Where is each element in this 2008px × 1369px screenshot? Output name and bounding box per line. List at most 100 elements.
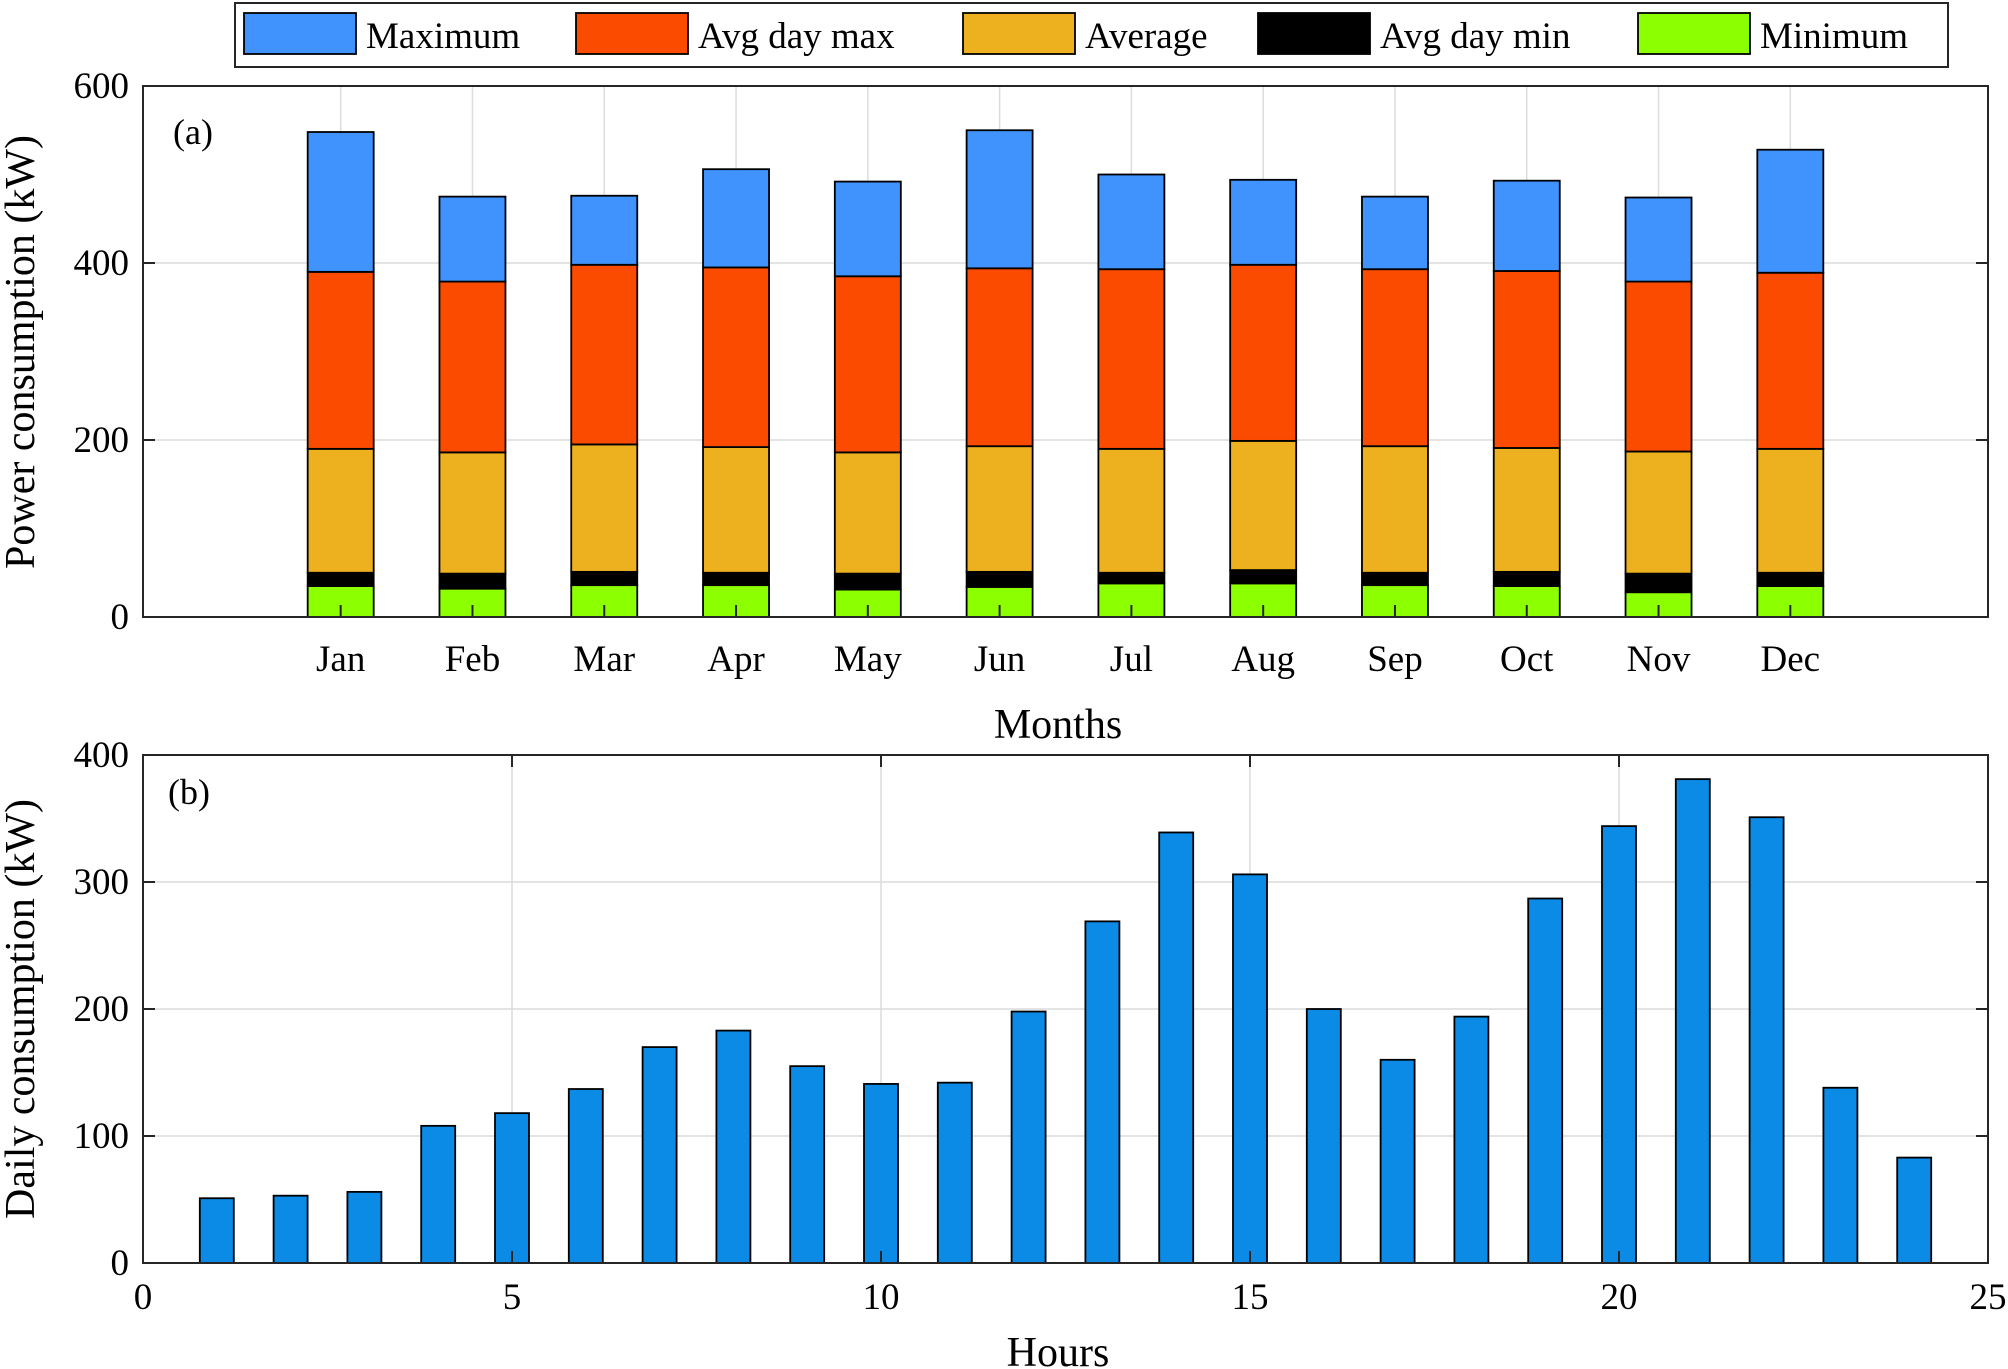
bar-apr-avg-day-max [702,266,770,448]
bar-mar-avg-day-max [570,263,639,446]
panel-b-y-tick-label-0: 0 [111,1243,130,1284]
bar-jan-maximum [306,131,375,273]
bar-hour-14 [1158,831,1195,1264]
panel-b-x-tick-label-10: 10 [863,1277,900,1318]
bar-hour-22 [1748,816,1785,1264]
bar-sep-avg-day-max [1361,268,1429,448]
bar-jun-maximum [965,129,1034,270]
panel-b-bars [198,778,1933,1264]
bar-hour-19 [1527,897,1564,1264]
bar-sep-average [1361,445,1429,574]
panel-a-plot-background [143,86,1988,617]
bar-aug-avg-day-max [1229,263,1298,442]
panel-b-label: (b) [168,772,210,812]
panel-a-x-tick-label-sep: Sep [1367,639,1423,680]
bar-jul-average [1097,447,1166,574]
legend-label-maximum: Maximum [366,16,520,57]
panel-a-x-ticks: Jan Feb Mar Apr May Jun Jul Aug Sep Oct Nov Dec [316,605,1820,680]
panel-a-x-tick-label-apr: Apr [707,639,765,680]
legend-swatch-average [962,12,1076,55]
bar-oct-maximum [1492,179,1561,272]
bar-oct-avg-day-min [1492,570,1561,587]
panel-a-y-tick-label-400: 400 [74,243,130,284]
panel-b-y-tick-label-400: 400 [74,735,130,776]
bar-hour-23 [1822,1086,1859,1264]
bar-jan-avg-day-min [306,571,375,587]
bar-feb-avg-day-min [438,572,507,590]
panel-a-y-tick-label-0: 0 [111,597,130,638]
bar-dec-avg-day-min [1756,571,1825,587]
bar-jun-avg-day-max [965,267,1034,448]
bar-aug-maximum [1229,178,1298,266]
panel-a-x-tick-label-feb: Feb [445,639,501,680]
bar-jul-avg-day-max [1097,268,1166,450]
panel-a-x-tick-label-jul: Jul [1110,639,1153,680]
bar-aug-average [1229,439,1298,571]
bar-hour-16 [1305,1008,1342,1264]
legend-swatch-avg-day-max [575,12,689,55]
bar-jul-maximum [1097,173,1166,271]
panel-a-x-tick-label-jan: Jan [316,639,365,680]
bar-jun-average [965,445,1034,573]
panel-a-x-tick-label-aug: Aug [1231,639,1295,680]
bar-oct-average [1492,447,1561,573]
bar-oct-avg-day-max [1492,270,1561,449]
bar-hour-18 [1453,1015,1490,1264]
panel-a-y-axis-label: Power consumption (kW) [0,135,44,569]
panel-a-x-axis-label: Months [994,702,1122,748]
legend-label-minimum: Minimum [1760,16,1908,57]
bar-hour-21 [1674,778,1711,1264]
legend-swatch-minimum [1637,12,1751,55]
panel-a-x-tick-label-nov: Nov [1627,639,1691,680]
bar-feb-maximum [438,195,507,283]
panel-a-label: (a) [173,112,213,152]
panel-b-y-tick-label-300: 300 [74,862,130,903]
bar-hour-3 [346,1190,383,1264]
bar-hour-8 [715,1029,752,1264]
bar-mar-maximum [570,194,639,266]
bar-feb-average [438,451,507,575]
panel-a-x-tick-label-may: May [834,639,902,680]
bar-nov-maximum [1624,196,1693,283]
bar-apr-avg-day-min [702,571,770,587]
panel-a-y-tick-label-600: 600 [74,66,130,107]
panel-b-x-tick-label-20: 20 [1601,1277,1638,1318]
bar-mar-average [570,443,639,573]
panel-b-y-ticks: 0 100 200 300 400 [74,735,1988,1284]
bar-jan-average [306,447,375,574]
panel-b-x-ticks: 0 5 10 15 20 25 [134,755,2007,1318]
bar-nov-avg-day-max [1624,280,1693,453]
panel-b-x-tick-label-0: 0 [134,1277,153,1318]
bar-hour-5 [494,1112,530,1264]
panel-a-x-tick-label-dec: Dec [1761,639,1821,680]
legend-swatch-maximum [243,12,357,55]
panel-a-x-tick-label-mar: Mar [573,639,635,680]
panel-a-axes-box [142,85,1989,618]
bar-hour-2 [272,1194,309,1264]
bar-feb-avg-day-max [438,280,507,454]
bar-may-avg-day-max [833,275,902,454]
bar-hour-20 [1601,825,1637,1264]
legend-label-average: Average [1085,16,1208,57]
panel-a-x-tick-label-jun: Jun [974,639,1025,680]
legend-label-avg-day-min: Avg day min [1380,16,1570,57]
bar-hour-1 [198,1197,235,1264]
bar-jul-avg-day-min [1097,571,1166,585]
bar-may-average [833,451,902,575]
bar-dec-maximum [1756,148,1825,274]
legend-items: Maximum Avg day max Average Avg day min Mini… [243,12,1908,57]
panel-b-x-axis-label: Hours [1007,1330,1110,1369]
bar-dec-average [1756,447,1825,574]
bar-hour-24 [1896,1156,1933,1264]
bar-hour-15 [1232,873,1268,1264]
bar-nov-average [1624,450,1693,575]
bar-mar-avg-day-min [570,570,639,587]
legend: Maximum Avg day max Average Avg day min Mini… [234,2,1949,68]
bar-hour-17 [1379,1058,1416,1264]
bar-hour-12 [1010,1010,1047,1264]
bar-apr-maximum [702,168,770,269]
bar-jan-avg-day-max [306,270,375,450]
panel-a-monthly-stacked-chart: 0 200 400 600 Jan Feb Mar Apr May Jun Jul Aug Sep Oc… [0,66,1989,748]
panel-a-y-tick-label-200: 200 [74,420,130,461]
